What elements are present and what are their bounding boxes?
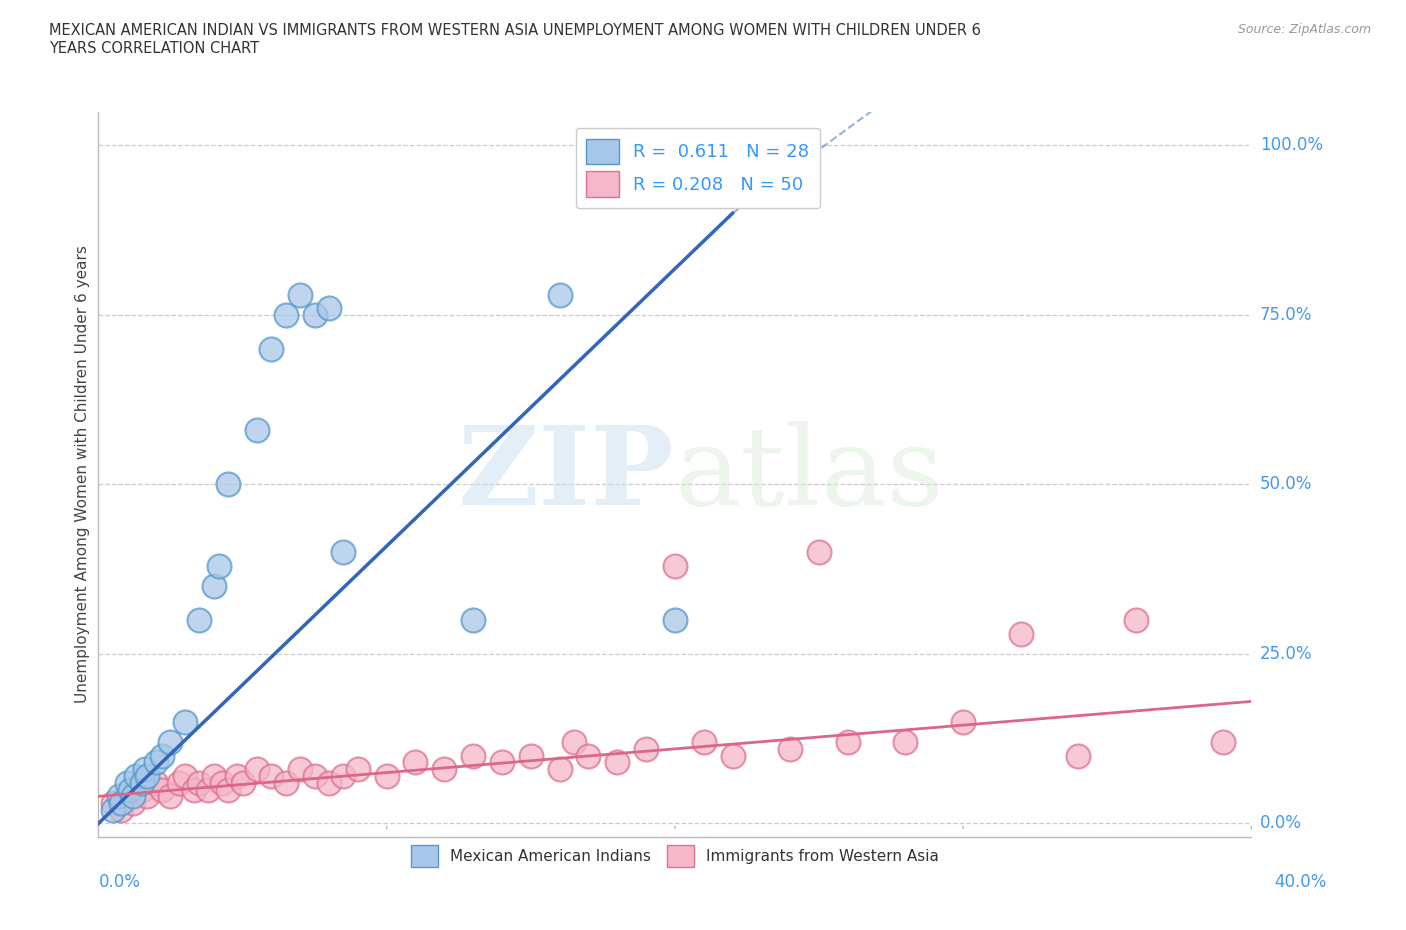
Point [122,796,145,811]
Point [636,741,658,756]
Point [290,762,312,777]
Text: 0.0%: 0.0% [1260,815,1302,832]
Point [274,308,297,323]
Point [491,755,513,770]
Point [183,782,205,797]
Point [125,768,148,783]
Point [808,545,831,560]
Point [520,749,543,764]
Point [274,776,297,790]
Point [231,776,254,790]
Point [461,613,484,628]
Point [332,768,354,783]
Point [159,735,181,750]
Point [664,613,686,628]
Legend: Mexican American Indians, Immigrants from Western Asia: Mexican American Indians, Immigrants fro… [405,839,945,873]
Point [131,776,153,790]
Point [894,735,917,750]
Text: 100.0%: 100.0% [1260,137,1323,154]
Point [346,762,368,777]
Point [145,755,167,770]
Point [318,776,340,790]
Point [779,741,801,756]
Text: ZIP: ZIP [458,420,675,528]
Point [120,782,142,797]
Point [246,423,269,438]
Point [290,287,312,302]
Text: Source: ZipAtlas.com: Source: ZipAtlas.com [1237,23,1371,36]
Point [1212,735,1234,750]
Point [150,782,173,797]
Point [693,735,716,750]
Point [167,776,190,790]
Point [131,782,153,797]
Text: 75.0%: 75.0% [1260,306,1312,324]
Point [548,762,571,777]
Point [837,735,859,750]
Point [433,762,456,777]
Point [304,768,326,783]
Point [136,768,159,783]
Point [606,755,628,770]
Point [211,776,233,790]
Point [1010,626,1032,641]
Point [150,749,173,764]
Text: 0.0%: 0.0% [98,873,141,891]
Text: atlas: atlas [675,420,945,528]
Y-axis label: Unemployment Among Women with Children Under 6 years: Unemployment Among Women with Children U… [75,246,90,703]
Point [548,287,571,302]
Text: 25.0%: 25.0% [1260,645,1312,663]
Point [721,749,744,764]
Point [101,796,124,811]
Point [136,789,159,804]
Point [578,749,600,764]
Point [174,768,197,783]
Point [107,789,129,804]
Point [318,300,340,315]
Point [202,578,225,593]
Point [134,762,156,777]
Point [217,477,239,492]
Point [159,789,181,804]
Point [332,545,354,560]
Point [217,782,239,797]
Point [461,749,484,764]
Point [405,755,427,770]
Point [208,558,231,573]
Point [246,762,269,777]
Text: 40.0%: 40.0% [1274,873,1326,891]
Point [117,789,139,804]
Point [260,341,283,356]
Point [188,613,211,628]
Point [375,768,398,783]
Point [101,803,124,817]
Point [1067,749,1090,764]
Point [260,768,283,783]
Point [952,714,974,729]
Point [1125,613,1147,628]
Point [110,796,132,811]
Text: 50.0%: 50.0% [1260,475,1312,494]
Point [202,768,225,783]
Point [145,776,167,790]
Point [110,803,132,817]
Point [664,558,686,573]
Point [122,789,145,804]
Point [174,714,197,729]
Text: MEXICAN AMERICAN INDIAN VS IMMIGRANTS FROM WESTERN ASIA UNEMPLOYMENT AMONG WOMEN: MEXICAN AMERICAN INDIAN VS IMMIGRANTS FR… [49,23,981,56]
Point [188,776,211,790]
Point [225,768,247,783]
Point [117,776,139,790]
Point [562,735,585,750]
Point [304,308,326,323]
Point [197,782,219,797]
